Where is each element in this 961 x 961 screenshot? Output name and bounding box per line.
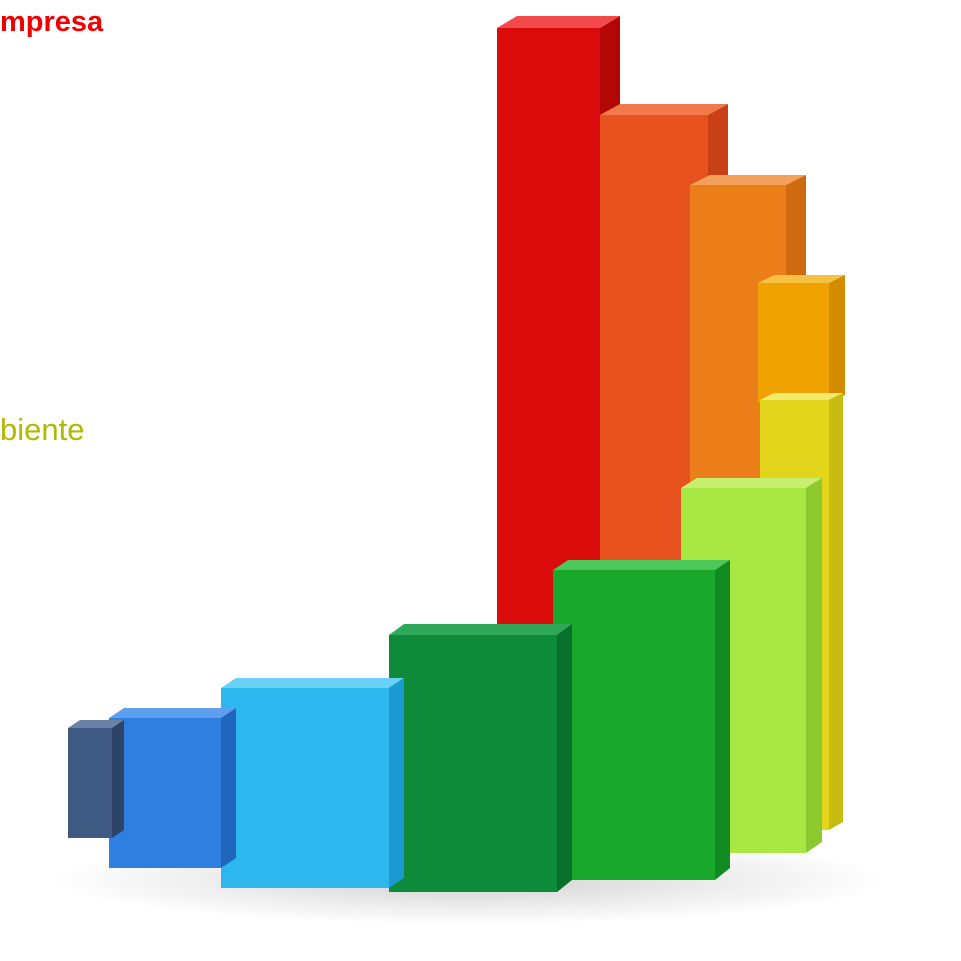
bar-dark-green [389, 624, 572, 892]
bar-amber [758, 275, 845, 403]
bar-blue [109, 708, 236, 868]
bar-green [553, 560, 730, 880]
subtitle-text: biente [0, 412, 85, 447]
bar-sky-blue [221, 678, 404, 888]
heading-text: mpresa [0, 6, 104, 38]
bar-slate [68, 720, 124, 838]
